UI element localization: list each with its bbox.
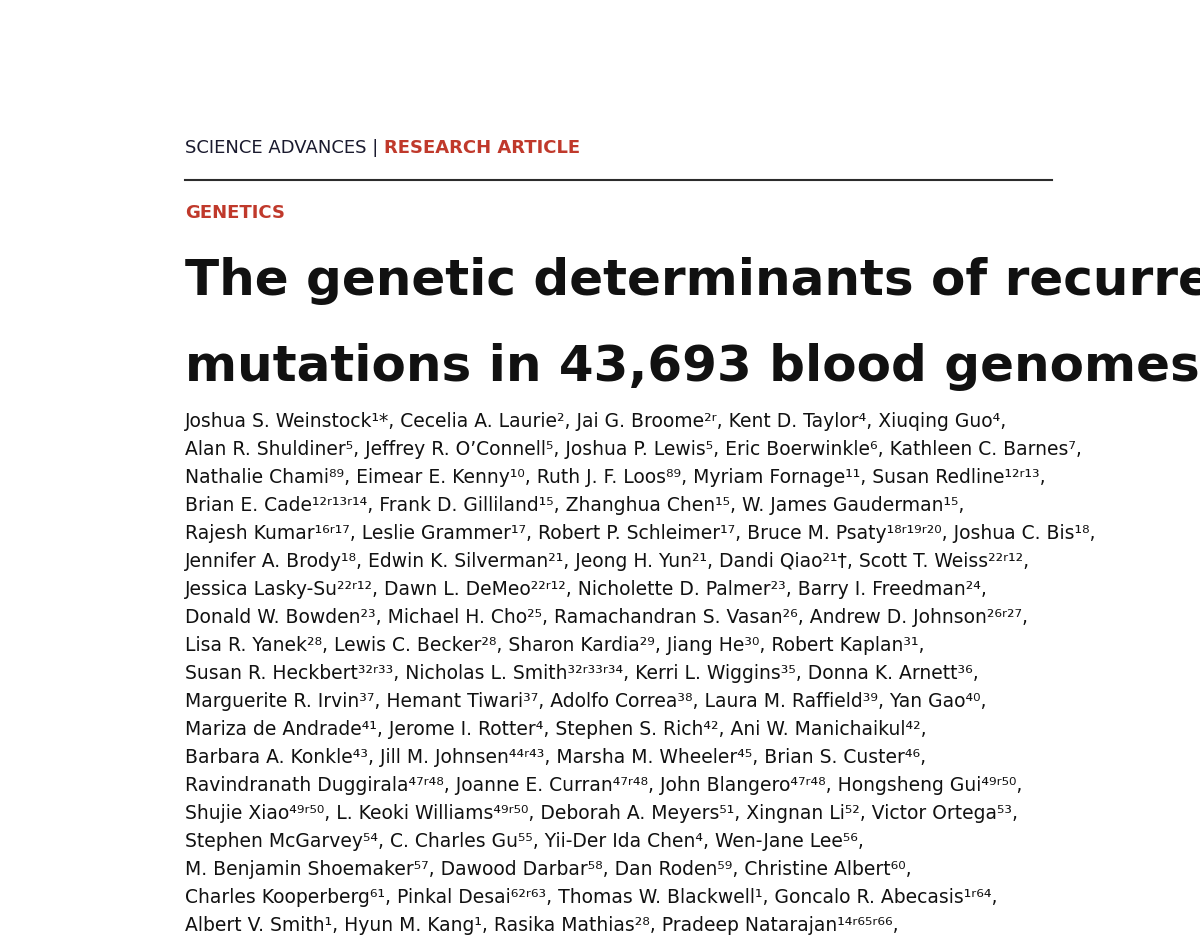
Text: Joshua S. Weinstock¹*, Cecelia A. Laurie², Jai G. Broome²ʳ, Kent D. Taylor⁴, Xiu: Joshua S. Weinstock¹*, Cecelia A. Laurie… [185,412,1008,430]
Text: Lisa R. Yanek²⁸, Lewis C. Becker²⁸, Sharon Kardia²⁹, Jiang He³⁰, Robert Kaplan³¹: Lisa R. Yanek²⁸, Lewis C. Becker²⁸, Shar… [185,635,925,654]
Text: mutations in 43,693 blood genomes: mutations in 43,693 blood genomes [185,343,1200,390]
Text: Alan R. Shuldiner⁵, Jeffrey R. O’Connell⁵, Joshua P. Lewis⁵, Eric Boerwinkle⁶, K: Alan R. Shuldiner⁵, Jeffrey R. O’Connell… [185,439,1082,458]
Text: Susan R. Heckbert³²ʳ³³, Nicholas L. Smith³²ʳ³³ʳ³⁴, Kerri L. Wiggins³⁵, Donna K. : Susan R. Heckbert³²ʳ³³, Nicholas L. Smit… [185,664,979,683]
Text: GENETICS: GENETICS [185,204,286,222]
Text: Mariza de Andrade⁴¹, Jerome I. Rotter⁴, Stephen S. Rich⁴², Ani W. Manichaikul⁴²,: Mariza de Andrade⁴¹, Jerome I. Rotter⁴, … [185,719,926,738]
Text: Albert V. Smith¹, Hyun M. Kang¹, Rasika Mathias²⁸, Pradeep Natarajan¹⁴ʳ⁶⁵ʳ⁶⁶,: Albert V. Smith¹, Hyun M. Kang¹, Rasika … [185,915,899,934]
Text: Jessica Lasky-Su²²ʳ¹², Dawn L. DeMeo²²ʳ¹², Nicholette D. Palmer²³, Barry I. Free: Jessica Lasky-Su²²ʳ¹², Dawn L. DeMeo²²ʳ¹… [185,580,989,598]
Text: Jennifer A. Brody¹⁸, Edwin K. Silverman²¹, Jeong H. Yun²¹, Dandi Qiao²¹†, Scott : Jennifer A. Brody¹⁸, Edwin K. Silverman²… [185,551,1031,570]
Text: Shujie Xiao⁴⁹ʳ⁵⁰, L. Keoki Williams⁴⁹ʳ⁵⁰, Deborah A. Meyers⁵¹, Xingnan Li⁵², Vic: Shujie Xiao⁴⁹ʳ⁵⁰, L. Keoki Williams⁴⁹ʳ⁵⁰… [185,803,1019,822]
Text: Marguerite R. Irvin³⁷, Hemant Tiwari³⁷, Adolfo Correa³⁸, Laura M. Raffield³⁹, Ya: Marguerite R. Irvin³⁷, Hemant Tiwari³⁷, … [185,691,986,710]
Text: Rajesh Kumar¹⁶ʳ¹⁷, Leslie Grammer¹⁷, Robert P. Schleimer¹⁷, Bruce M. Psaty¹⁸ʳ¹⁹ʳ: Rajesh Kumar¹⁶ʳ¹⁷, Leslie Grammer¹⁷, Rob… [185,523,1096,542]
Text: Ravindranath Duggirala⁴⁷ʳ⁴⁸, Joanne E. Curran⁴⁷ʳ⁴⁸, John Blangero⁴⁷ʳ⁴⁸, Hongshen: Ravindranath Duggirala⁴⁷ʳ⁴⁸, Joanne E. C… [185,775,1022,794]
Text: Siddhartha Jaiswal⁶⁷, Alexander P. Reiner⁶¹ʳ⁶⁸, Alexander G. Bick⁶⁹*,: Siddhartha Jaiswal⁶⁷, Alexander P. Reine… [185,943,811,944]
Text: Nathalie Chami⁸⁹, Eimear E. Kenny¹⁰, Ruth J. F. Loos⁸⁹, Myriam Fornage¹¹, Susan : Nathalie Chami⁸⁹, Eimear E. Kenny¹⁰, Rut… [185,467,1046,486]
Text: M. Benjamin Shoemaker⁵⁷, Dawood Darbar⁵⁸, Dan Roden⁵⁹, Christine Albert⁶⁰,: M. Benjamin Shoemaker⁵⁷, Dawood Darbar⁵⁸… [185,859,912,878]
Text: Barbara A. Konkle⁴³, Jill M. Johnsen⁴⁴ʳ⁴³, Marsha M. Wheeler⁴⁵, Brian S. Custer⁴: Barbara A. Konkle⁴³, Jill M. Johnsen⁴⁴ʳ⁴… [185,747,926,767]
Text: Charles Kooperberg⁶¹, Pinkal Desai⁶²ʳ⁶³, Thomas W. Blackwell¹, Goncalo R. Abecas: Charles Kooperberg⁶¹, Pinkal Desai⁶²ʳ⁶³,… [185,887,998,906]
Text: Donald W. Bowden²³, Michael H. Cho²⁵, Ramachandran S. Vasan²⁶, Andrew D. Johnson: Donald W. Bowden²³, Michael H. Cho²⁵, Ra… [185,607,1028,626]
Text: The genetic determinants of recurrent somatic: The genetic determinants of recurrent so… [185,257,1200,304]
Text: Stephen McGarvey⁵⁴, C. Charles Gu⁵⁵, Yii-Der Ida Chen⁴, Wen-Jane Lee⁵⁶,: Stephen McGarvey⁵⁴, C. Charles Gu⁵⁵, Yii… [185,831,864,850]
Text: SCIENCE ADVANCES |: SCIENCE ADVANCES | [185,139,384,157]
Text: RESEARCH ARTICLE: RESEARCH ARTICLE [384,139,581,157]
Text: Brian E. Cade¹²ʳ¹³ʳ¹⁴, Frank D. Gilliland¹⁵, Zhanghua Chen¹⁵, W. James Gauderman: Brian E. Cade¹²ʳ¹³ʳ¹⁴, Frank D. Gillilan… [185,496,965,514]
